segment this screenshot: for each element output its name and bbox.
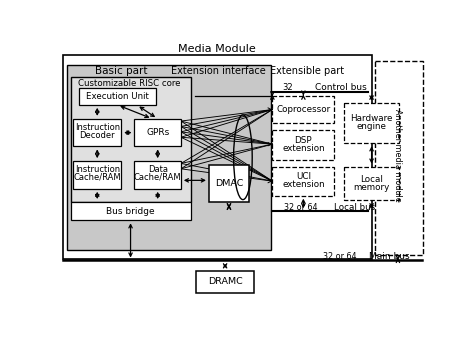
- Text: UCI: UCI: [296, 172, 311, 181]
- Text: Bus bridge: Bus bridge: [106, 207, 155, 216]
- Bar: [273, 96, 334, 124]
- Bar: [209, 165, 249, 202]
- Text: Extension interface: Extension interface: [171, 66, 265, 76]
- Bar: [273, 130, 334, 160]
- Bar: [135, 119, 181, 147]
- Text: Instruction: Instruction: [75, 165, 120, 174]
- Bar: [374, 61, 423, 255]
- Text: Control bus: Control bus: [315, 84, 367, 93]
- Text: Customizable RISC core: Customizable RISC core: [78, 79, 180, 88]
- Text: Hardware: Hardware: [350, 114, 393, 123]
- Bar: [63, 55, 372, 259]
- Bar: [73, 119, 121, 147]
- Bar: [79, 88, 156, 105]
- Text: Execution Unit: Execution Unit: [86, 92, 149, 101]
- Text: Coprocessor: Coprocessor: [276, 105, 330, 114]
- Bar: [71, 202, 191, 220]
- Text: 32 or 64: 32 or 64: [284, 203, 318, 212]
- Text: DMAC: DMAC: [215, 179, 243, 188]
- Bar: [196, 271, 254, 293]
- Text: extension: extension: [282, 144, 325, 153]
- Text: Instruction: Instruction: [75, 124, 120, 133]
- Text: Cache/RAM: Cache/RAM: [134, 173, 182, 182]
- Text: extension: extension: [282, 181, 325, 189]
- Text: Data: Data: [148, 165, 168, 174]
- Text: GPRs: GPRs: [146, 128, 169, 137]
- Bar: [345, 166, 399, 200]
- Bar: [73, 161, 121, 189]
- Text: DSP: DSP: [294, 136, 312, 145]
- Text: Cache/RAM: Cache/RAM: [73, 173, 121, 182]
- Text: DRAMC: DRAMC: [208, 277, 243, 286]
- Text: 32: 32: [283, 84, 293, 93]
- Text: engine: engine: [356, 122, 386, 131]
- Bar: [135, 161, 181, 189]
- Text: Basic part: Basic part: [95, 66, 147, 76]
- Text: Decoder: Decoder: [80, 131, 115, 140]
- Bar: [71, 77, 191, 202]
- Text: memory: memory: [354, 183, 390, 192]
- Text: Local bus: Local bus: [334, 203, 375, 212]
- Text: Media Module: Media Module: [179, 45, 256, 54]
- Bar: [273, 166, 334, 196]
- Bar: [345, 103, 399, 143]
- Bar: [67, 65, 271, 250]
- Text: Local: Local: [360, 175, 383, 184]
- Text: Extensible part: Extensible part: [270, 66, 344, 76]
- Text: Main bus: Main bus: [369, 252, 410, 261]
- Text: Another media module: Another media module: [393, 109, 402, 202]
- Text: 32 or 64: 32 or 64: [323, 252, 356, 261]
